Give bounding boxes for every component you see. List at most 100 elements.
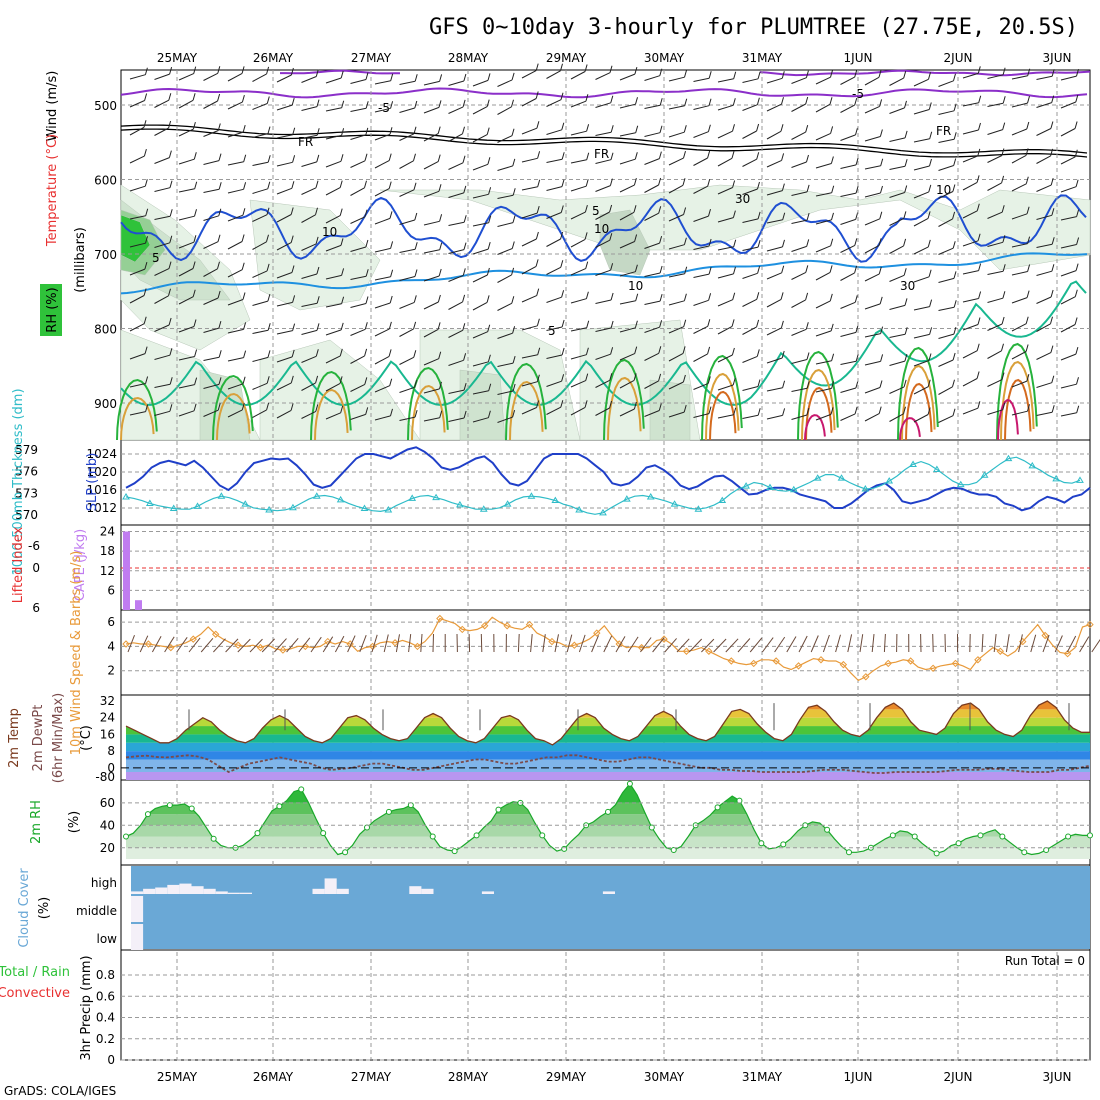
wind-barb [840, 413, 856, 421]
wind-barb-flag [683, 293, 687, 301]
wind-barb-flag [414, 100, 418, 109]
wind-barb [252, 133, 269, 138]
wind-barb [1011, 243, 1028, 248]
wind-barb [227, 383, 244, 390]
wind-barb [154, 73, 170, 80]
wind-barb [570, 71, 586, 80]
wind-barb-flag [169, 66, 173, 75]
wind-barb-flag [780, 292, 784, 300]
wind-barb [178, 410, 195, 417]
wind10-barb [737, 638, 751, 653]
wind-barb [742, 104, 758, 111]
wind-barb [399, 248, 416, 253]
wind10-barb [676, 638, 690, 653]
wind-barb [815, 219, 832, 225]
wind-barb-flag [193, 152, 197, 160]
wind-barb [766, 246, 783, 252]
rh2m-point [539, 832, 546, 839]
wind-barb [815, 245, 831, 253]
thickness-point [1052, 474, 1061, 482]
rh2m-point [824, 826, 831, 833]
wind-barb [913, 191, 929, 199]
wind-barb-flag [781, 183, 785, 191]
wind-barb [227, 357, 244, 362]
wind-barb-flag [782, 408, 786, 416]
precip-total-label: Total / Rain [0, 965, 70, 980]
wind-barb-flag [537, 151, 541, 159]
temp-contour-warm [709, 390, 737, 441]
wind10-point [906, 657, 915, 665]
wind-barb-flag [486, 267, 490, 276]
wind-barb-flag [194, 349, 198, 357]
thickness-point [479, 505, 488, 512]
lifted-tick-label: 0 [32, 561, 40, 575]
wind-barb-flag [218, 153, 222, 161]
wind-barb [154, 157, 170, 164]
wind-barb [1060, 186, 1077, 193]
wind-barb-flag [217, 93, 221, 102]
cloud-background [131, 866, 1090, 949]
wind-barb-flag [733, 266, 736, 275]
wind10-point [727, 657, 736, 665]
thickness-point [766, 483, 774, 491]
wind-barb-flag [732, 124, 735, 132]
wind-barb-flag [879, 211, 883, 219]
rh2m-point [846, 849, 852, 856]
thickness-point [670, 500, 679, 507]
wind-barb [301, 76, 317, 83]
wind-barb-flag [292, 323, 296, 331]
wind-barb-flag [610, 320, 614, 329]
wind-barb-flag [1075, 94, 1079, 103]
upper-ylabel-rh: RH (%) [45, 287, 60, 332]
wind-barb [252, 161, 269, 166]
bottom-date-label: 2JUN [944, 1070, 973, 1084]
wind-barb-flag [194, 181, 198, 189]
thickness-point [789, 485, 798, 493]
wind-barb [840, 104, 855, 113]
wind-barb-flag [634, 264, 638, 272]
wind-barb-flag [731, 319, 735, 327]
wind-barb-flag [535, 63, 539, 71]
wind-barb-flag [390, 101, 394, 109]
wind-barb [815, 413, 832, 421]
wind-barb-flag [1002, 402, 1006, 410]
wind-barb-flag [585, 261, 589, 269]
wind-barb [399, 133, 415, 141]
wind10-point [436, 614, 444, 623]
cape-bar [135, 600, 142, 610]
wind-barb-flag [145, 236, 148, 244]
wind-barb [276, 134, 293, 139]
pressure-axis-label: (millibars) [73, 227, 88, 293]
wind-barb-flag [609, 400, 613, 409]
wind-barb-flag [757, 379, 761, 387]
wind-barb [717, 246, 734, 251]
wind-barb-flag [878, 238, 882, 246]
thickness-point [1004, 454, 1013, 462]
rh2m-tick-label: 40 [100, 818, 115, 832]
wind-barb-flag [1076, 237, 1080, 245]
wind-barb-flag [634, 66, 638, 75]
wind-barb-flag [707, 319, 711, 327]
wind-barb [717, 414, 734, 419]
wind-barb-flag [584, 204, 588, 213]
wind10-barb [347, 635, 356, 653]
wind-barb-flag [439, 381, 442, 390]
wind-barb-flag [290, 235, 294, 243]
wind-barb-flag [1051, 405, 1055, 413]
wind-barb-flag [512, 158, 516, 167]
contour-label: FR [298, 135, 313, 149]
wind-barb [129, 155, 145, 164]
wind-barb-flag [437, 322, 441, 330]
wind-barb-flag [757, 239, 761, 248]
wind-barb-flag [193, 235, 197, 243]
wind-barb [448, 329, 464, 338]
wind-barb-flag [194, 209, 197, 217]
precip-run-total: Run Total = 0 [1005, 954, 1085, 968]
thickness-point [837, 474, 846, 481]
wind-barb [766, 159, 782, 168]
wind-barb [766, 414, 783, 420]
wind-barb [889, 107, 905, 114]
wind-barb [203, 327, 220, 333]
wind-barb-flag [780, 124, 784, 132]
wind-barb-flag [339, 208, 343, 216]
